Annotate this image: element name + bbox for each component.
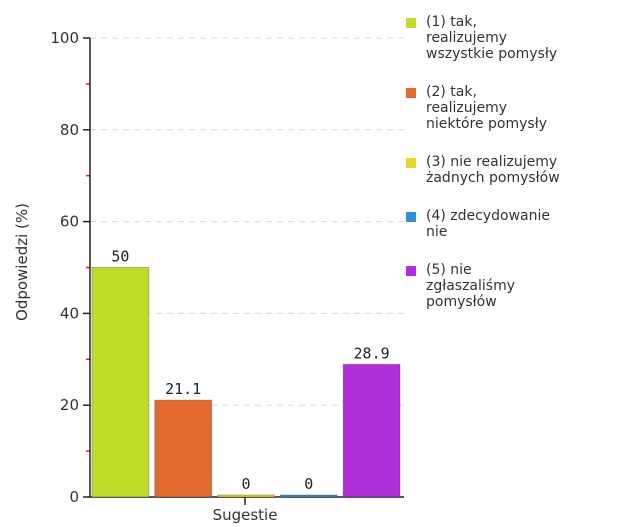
data-label: 50 [111, 248, 129, 266]
y-tick-label: 60 [60, 213, 79, 231]
bar [91, 267, 150, 498]
data-label: 0 [304, 475, 313, 493]
legend-label: (3) nie realizujemy żadnych pomysłów [426, 154, 560, 186]
legend-label: (5) nie zgłaszaliśmy pomysłów [426, 262, 516, 310]
y-tick-label: 40 [60, 304, 79, 322]
bar [342, 363, 401, 498]
y-tick-label: 20 [60, 396, 79, 414]
legend-swatch [406, 18, 416, 28]
legend-item: (3) nie realizujemy żadnych pomysłów [404, 154, 626, 186]
y-axis-label: Odpowiedzi (%) [13, 203, 31, 321]
legend-item: (2) tak, realizujemy niektóre pomysły [404, 84, 626, 132]
legend-swatch [406, 88, 416, 98]
y-tick-label: 80 [60, 121, 79, 139]
legend-label: (2) tak, realizujemy niektóre pomysły [426, 84, 547, 132]
bar [217, 494, 275, 498]
y-tick-label: 100 [50, 29, 79, 47]
data-label: 21.1 [165, 380, 201, 398]
legend-swatch [406, 266, 416, 276]
legend-swatch [406, 158, 416, 168]
legend-item: (4) zdecydowanie nie [404, 208, 626, 240]
legend-item: (5) nie zgłaszaliśmy pomysłów [404, 262, 626, 310]
y-tick-label: 0 [69, 488, 79, 506]
legend-label: (1) tak, realizujemy wszystkie pomysły [426, 14, 558, 62]
legend-label: (4) zdecydowanie nie [426, 208, 550, 240]
data-labels: 50 21.1 0 0 28.9 [111, 248, 389, 494]
legend-item: (1) tak, realizujemy wszystkie pomysły [404, 14, 626, 62]
grid-lines [90, 37, 404, 406]
bars [91, 267, 401, 498]
bar [154, 399, 213, 498]
x-axis-label: Sugestie [213, 506, 278, 524]
data-label: 28.9 [354, 344, 390, 362]
data-label: 0 [241, 475, 250, 493]
legend-swatch [406, 212, 416, 222]
bar [279, 494, 338, 498]
legend: (1) tak, realizujemy wszystkie pomysły (2… [404, 14, 626, 332]
